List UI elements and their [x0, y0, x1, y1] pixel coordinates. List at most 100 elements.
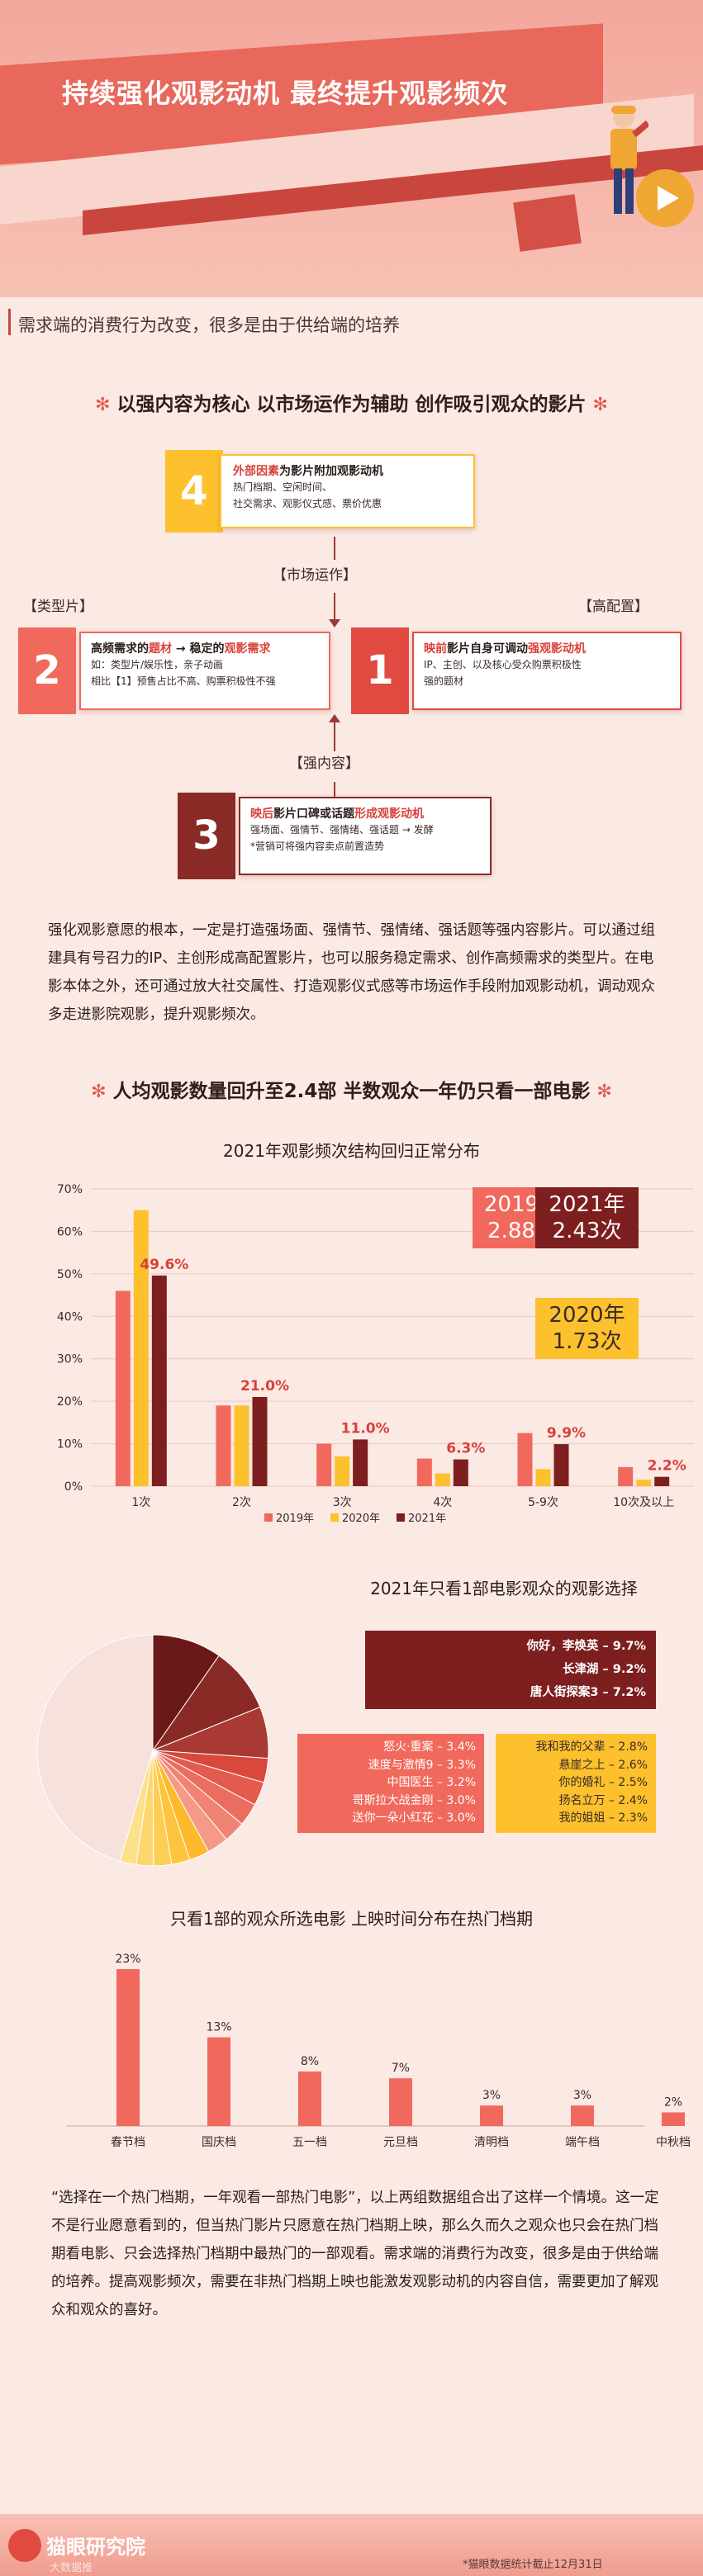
y-tick-label: 20% [57, 1395, 83, 1409]
list-item: 你好，李焕英 – 9.7% [526, 1640, 646, 1653]
list-item: 扬名立万 – 2.4% [558, 1793, 648, 1807]
legend-label: 2021年 [408, 1513, 446, 1525]
holiday-bar-chart: 23% 春节档 13% 国庆档 8% 五一档 7% 元旦档 3% 清明档 3% 端午档 2% 中秋档 [66, 1953, 691, 2149]
bar-2020年 [435, 1473, 450, 1486]
list-item: 速度与激情9 – 3.3% [368, 1758, 476, 1772]
list-item: 唐人街探案3 – 7.2% [530, 1686, 646, 1699]
x-tick-label: 2次 [232, 1496, 251, 1509]
bar-2019年 [618, 1466, 634, 1486]
bar [298, 2071, 321, 2126]
list-item: 哥斯拉大战金刚 – 3.0% [352, 1793, 476, 1807]
bar-2020年 [636, 1480, 652, 1486]
data-label: 21.0% [240, 1378, 289, 1395]
section1-title-text: 以强内容为核心 以市场运作为辅助 创作吸引观众的影片 [116, 394, 587, 415]
card-body: 映后影片口碑或话题形成观影动机 强场面、强情节、强情绪、强话题 → 发酵 *营销… [239, 797, 492, 875]
bar-2019年 [316, 1443, 332, 1486]
card-body: 映前影片自身可调动强观影动机 IP、主创、以及核心受众购票积极性 强的题材 [412, 632, 682, 710]
bar-2019年 [416, 1458, 432, 1486]
x-tick-label: 清明档 [474, 2136, 509, 2149]
bar-2021年 [151, 1275, 167, 1486]
legend-label: 2020年 [342, 1513, 380, 1525]
x-tick-label: 五一档 [292, 2136, 327, 2149]
card-line: 社交需求、观影仪式感、票价优惠 [233, 498, 382, 509]
list-item: 中国医生 – 3.2% [387, 1776, 476, 1789]
card-title: 映前影片自身可调动强观影动机 [424, 642, 586, 656]
x-tick-label: 中秋档 [656, 2136, 691, 2149]
card-title: 外部因素为影片附加观影动机 [233, 465, 383, 478]
data-label: 2.2% [648, 1458, 686, 1475]
y-tick-label: 50% [57, 1268, 83, 1281]
data-label: 23% [115, 1953, 140, 1966]
section2-paragraph: “选择在一个热门档期，一年观看一部热门电影”，以上两组数据组合出了这样一个情境。… [51, 2190, 659, 2318]
pie-slice [152, 1634, 220, 1752]
bar [662, 2112, 685, 2126]
pie-chart [36, 1634, 269, 1867]
star-icon: ✻ [592, 395, 608, 415]
bar-2019年 [115, 1290, 131, 1486]
list-item: 怒火·重案 – 3.4% [383, 1740, 476, 1754]
bar-2020年 [133, 1210, 149, 1486]
watermark-text: 大数据推 [50, 2562, 93, 2574]
subtitle-accent [8, 309, 11, 335]
pie-slice [36, 1634, 154, 1862]
mid-movies-list: 怒火·重案 – 3.4% 速度与激情9 – 3.3% 中国医生 – 3.2% 哥… [297, 1734, 484, 1833]
data-label: 9.9% [547, 1425, 586, 1442]
header-banner: 持续强化观影动机 最终提升观影频次 [0, 0, 703, 297]
card-line: 相比【1】预售占比不高、购票积极性不强 [91, 675, 276, 687]
y-tick-label: 70% [57, 1183, 83, 1196]
bar [116, 1969, 140, 2126]
data-label: 13% [206, 2021, 231, 2034]
small-movies-list: 我和我的父辈 – 2.8% 悬崖之上 – 2.6% 你的婚礼 – 2.5% 扬名… [496, 1734, 656, 1833]
cube-decoration [513, 194, 582, 252]
bar-2021年 [453, 1459, 468, 1486]
data-label: 11.0% [341, 1420, 390, 1437]
y-tick-label: 10% [57, 1438, 83, 1451]
arrow-up-icon [329, 714, 340, 797]
x-tick-label: 春节档 [111, 2136, 145, 2149]
tag-high: 【高配置】 [578, 599, 648, 615]
card-number: 2 [18, 627, 76, 714]
bar-2021年 [353, 1439, 368, 1486]
tag-market: 【市场运作】 [273, 567, 357, 584]
bar-2020年 [335, 1456, 350, 1486]
data-label: 6.3% [446, 1441, 485, 1457]
bar [207, 2037, 230, 2126]
bar-2021年 [654, 1476, 670, 1486]
section1-title: ✻ 以强内容为核心 以市场运作为辅助 创作吸引观众的影片 ✻ [0, 388, 703, 416]
bar-2019年 [216, 1405, 231, 1486]
chart2-title: 2021年只看1部电影观众的观影选择 [370, 1579, 638, 1598]
tag-type: 【类型片】 [23, 599, 93, 615]
bar-2020年 [234, 1405, 249, 1486]
x-tick-label: 4次 [433, 1496, 452, 1509]
subtitle-bar: 需求端的消费行为改变，很多是由于供给端的培养 [0, 297, 703, 347]
data-label: 3% [573, 2089, 591, 2102]
star-icon: ✻ [95, 395, 111, 415]
frequency-bar-chart: 0% 10% 20% 30% 40% 50% 60% 70% 49.6% 1次 21.0% 2次 11.… [57, 1183, 694, 1525]
data-label: 3% [482, 2089, 501, 2102]
star-icon: ✻ [596, 1082, 612, 1102]
tag-strong: 【强内容】 [289, 755, 359, 772]
x-tick-label: 3次 [333, 1496, 352, 1509]
data-label: 8% [301, 2055, 319, 2068]
bar-2021年 [252, 1397, 268, 1486]
y-tick-label: 40% [57, 1310, 83, 1324]
card-line: 强的题材 [424, 675, 464, 687]
data-label: 7% [392, 2062, 410, 2075]
data-label: 2% [664, 2095, 682, 2109]
card-line: IP、主创、以及核心受众购票积极性 [424, 659, 582, 670]
data-label: 49.6% [140, 1257, 188, 1273]
list-item: 长津湖 – 9.2% [562, 1663, 646, 1676]
x-tick-label: 国庆档 [202, 2136, 236, 2149]
y-tick-label: 30% [57, 1353, 83, 1366]
card-line: 如：类型片/娱乐性，亲子动画 [91, 659, 224, 670]
y-tick-label: 0% [64, 1480, 83, 1494]
card-body: 外部因素为影片附加观影动机 热门档期、空闲时间、 社交需求、观影仪式感、票价优惠 [220, 454, 475, 528]
page-title: 持续强化观影动机 最终提升观影频次 [62, 78, 509, 109]
bar-2021年 [553, 1444, 569, 1486]
factor-card-1: 1 映前影片自身可调动强观影动机 IP、主创、以及核心受众购票积极性 强的题材 [351, 627, 682, 720]
top-movies-list: 你好，李焕英 – 9.7% 长津湖 – 9.2% 唐人街探案3 – 7.2% [365, 1631, 656, 1709]
worker-illustration [610, 106, 648, 214]
play-icon [636, 169, 694, 227]
card-number: 3 [178, 793, 235, 879]
info-2021: 2021年 2.43次 [535, 1187, 639, 1248]
